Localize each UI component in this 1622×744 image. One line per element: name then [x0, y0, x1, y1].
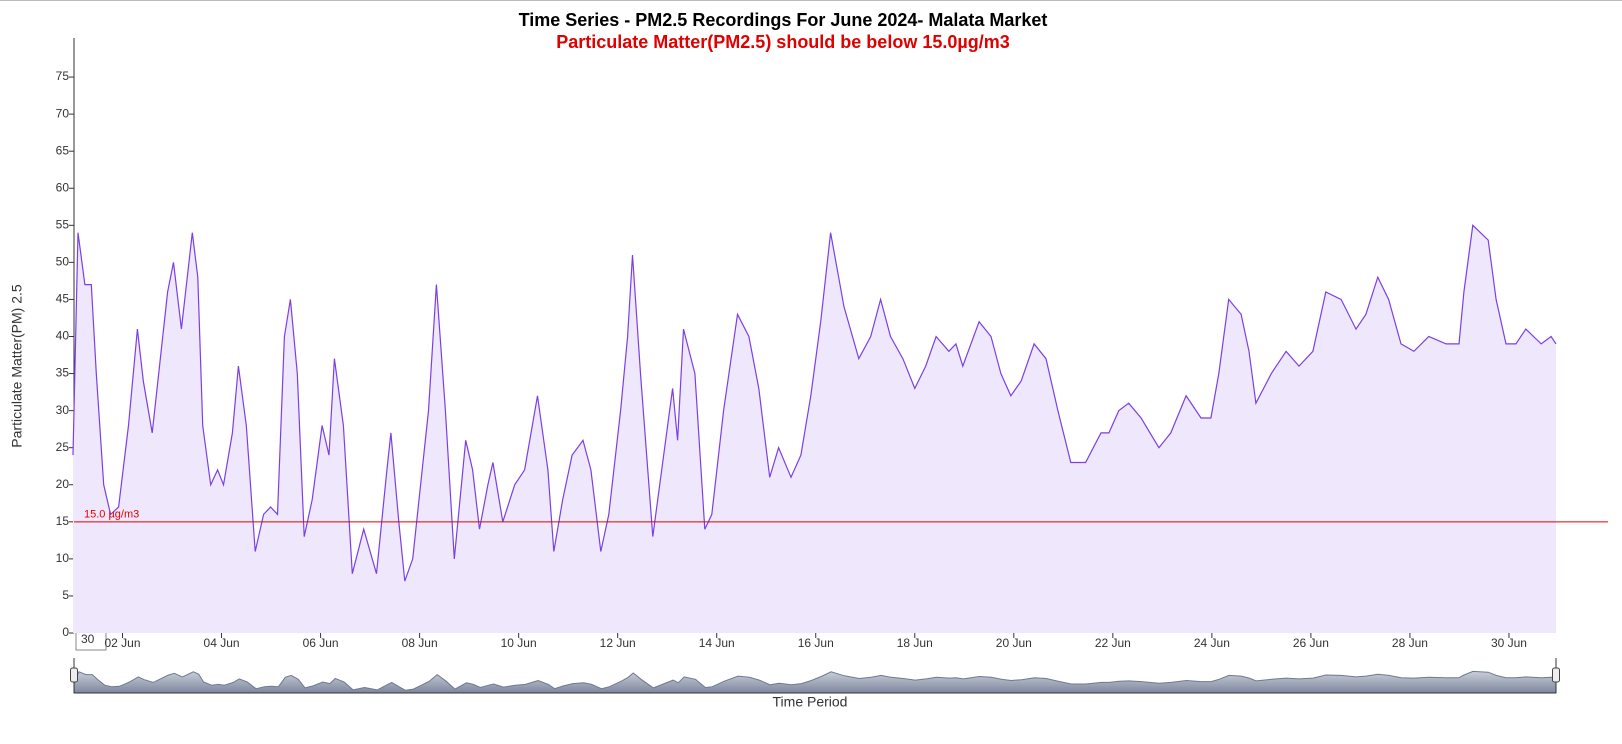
x-tick-label: 26 Jun: [1293, 636, 1329, 650]
x-tick-label: 28 Jun: [1392, 636, 1428, 650]
chart-title: Time Series - PM2.5 Recordings For June …: [519, 10, 1048, 30]
x-tick-label: 12 Jun: [600, 636, 636, 650]
x-tick-label: 30 Jun: [1491, 636, 1527, 650]
line: [72, 224, 1557, 582]
y-tick-label: 20: [56, 477, 70, 491]
x-tick-label: 16 Jun: [798, 636, 834, 650]
x-tick-label: 18 Jun: [897, 636, 933, 650]
x-tick-label: 06 Jun: [303, 636, 339, 650]
threshold-label: 15.0 µg/m3: [84, 509, 139, 521]
navigator-handle[interactable]: [70, 667, 78, 683]
y-tick-label: 0: [62, 625, 69, 639]
navigator-handle[interactable]: [1552, 667, 1560, 683]
x-tick-label: 14 Jun: [699, 636, 735, 650]
x-tick-label: 08 Jun: [402, 636, 438, 650]
x-tick-label: 24 Jun: [1194, 636, 1230, 650]
y-axis-title: Particulate Matter(PM) 2.5: [9, 284, 25, 448]
y-tick-label: 5: [62, 588, 69, 602]
navigator-area: [73, 670, 1557, 694]
y-tick-label: 55: [56, 217, 70, 231]
y-tick-label: 50: [56, 255, 70, 269]
y-tick-label: 25: [56, 440, 70, 454]
y-tick-label: 45: [56, 292, 70, 306]
x-tick-label: 20 Jun: [996, 636, 1032, 650]
x-axis-title: Time Period: [773, 694, 848, 710]
area-fill: [73, 225, 1557, 634]
y-tick-label: 65: [56, 143, 70, 157]
y-tick-label: 60: [56, 180, 70, 194]
y-tick-label: 75: [56, 69, 70, 83]
x-tick-label: 02 Jun: [105, 636, 141, 650]
x-tick-label: 22 Jun: [1095, 636, 1131, 650]
y-tick-label: 10: [56, 551, 70, 565]
y-tick-label: 70: [56, 106, 70, 120]
zoom-input-text[interactable]: 30: [81, 632, 95, 646]
y-tick-label: 30: [56, 403, 70, 417]
y-tick-label: 40: [56, 329, 70, 343]
y-tick-label: 15: [56, 514, 70, 528]
y-tick-label: 35: [56, 366, 70, 380]
x-tick-label: 04 Jun: [204, 636, 240, 650]
chart-subtitle: Particulate Matter(PM2.5) should be belo…: [556, 32, 1009, 52]
x-tick-label: 10 Jun: [501, 636, 537, 650]
